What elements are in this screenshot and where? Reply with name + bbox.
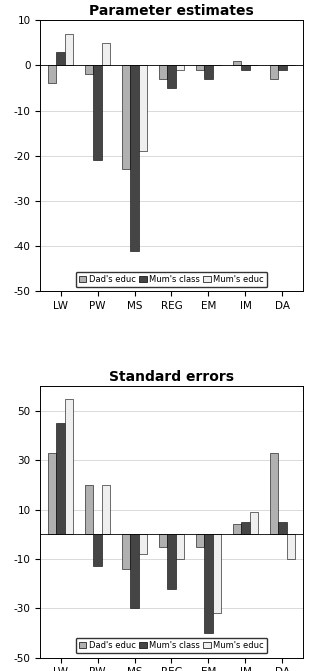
Bar: [278, 65, 286, 70]
Bar: [65, 399, 73, 534]
Bar: [85, 485, 93, 534]
Bar: [102, 485, 110, 534]
Bar: [286, 534, 295, 559]
Legend: Dad's educ, Mum's class, Mum's educ: Dad's educ, Mum's class, Mum's educ: [76, 637, 267, 654]
Bar: [270, 65, 278, 79]
Legend: Dad's educ, Mum's class, Mum's educ: Dad's educ, Mum's class, Mum's educ: [76, 272, 267, 287]
Bar: [159, 65, 167, 79]
Bar: [250, 512, 258, 534]
Bar: [205, 534, 213, 633]
Bar: [233, 61, 241, 65]
Bar: [138, 65, 147, 151]
Bar: [130, 65, 138, 251]
Title: Standard errors: Standard errors: [109, 370, 234, 384]
Bar: [122, 534, 130, 569]
Bar: [159, 534, 167, 547]
Bar: [130, 534, 138, 608]
Bar: [65, 34, 73, 65]
Bar: [48, 453, 57, 534]
Bar: [196, 534, 205, 547]
Bar: [167, 534, 176, 588]
Bar: [167, 65, 176, 88]
Bar: [57, 52, 65, 65]
Bar: [241, 65, 250, 70]
Bar: [278, 522, 286, 534]
Bar: [205, 65, 213, 79]
Bar: [93, 65, 102, 160]
Bar: [233, 525, 241, 534]
Bar: [122, 65, 130, 169]
Bar: [196, 65, 205, 70]
Bar: [102, 43, 110, 65]
Bar: [213, 534, 221, 613]
Bar: [138, 534, 147, 554]
Bar: [176, 534, 184, 559]
Bar: [57, 423, 65, 534]
Bar: [176, 65, 184, 70]
Bar: [93, 534, 102, 566]
Title: Parameter estimates: Parameter estimates: [89, 3, 254, 17]
Bar: [85, 65, 93, 74]
Bar: [270, 453, 278, 534]
Bar: [241, 522, 250, 534]
Bar: [48, 65, 57, 83]
